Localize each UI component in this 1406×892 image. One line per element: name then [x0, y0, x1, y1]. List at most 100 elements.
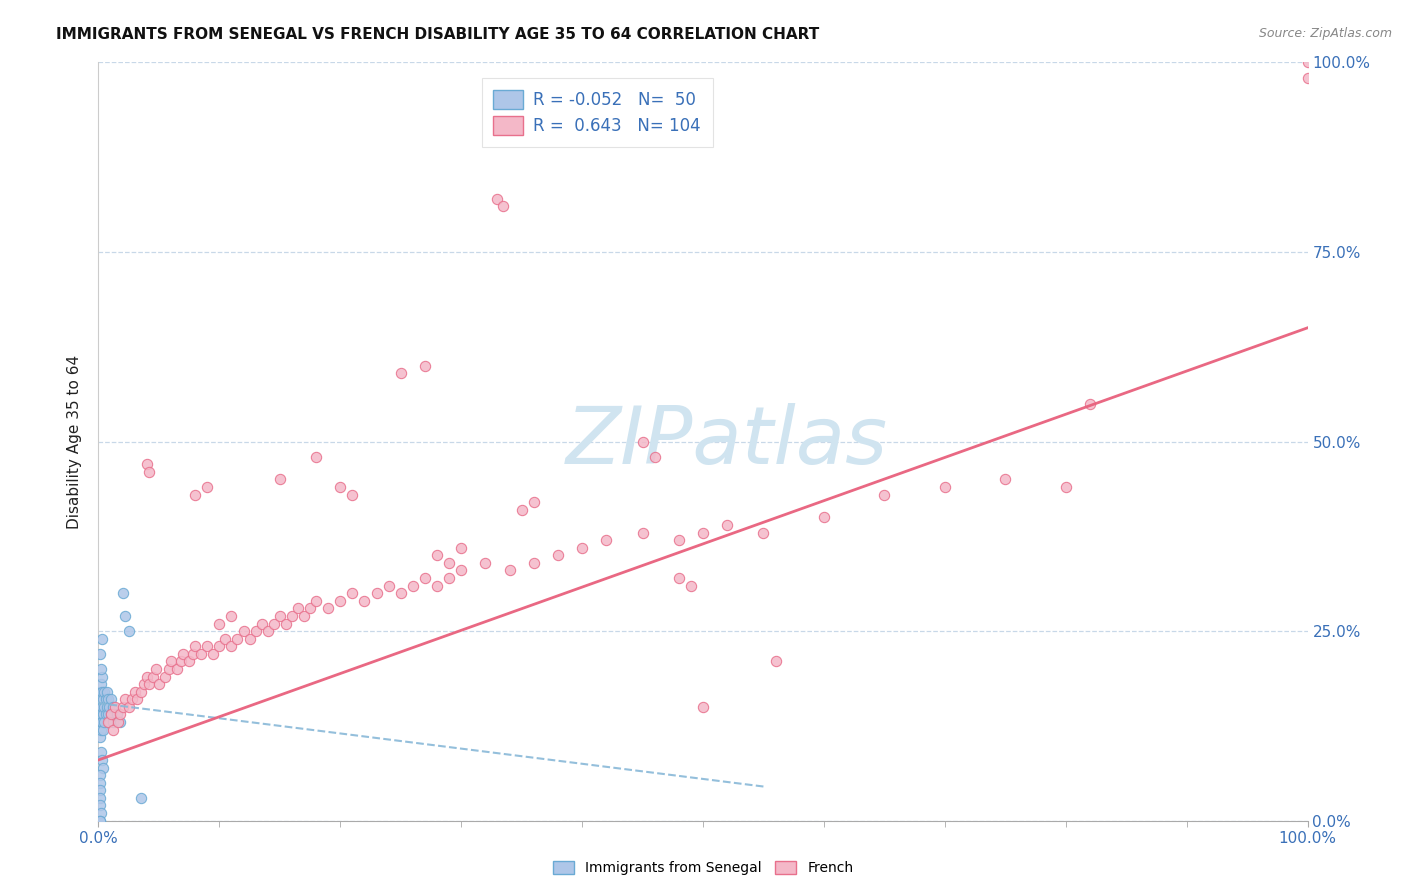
- Point: [413, 571, 436, 585]
- Point: [413, 359, 436, 373]
- Point: [89, 776, 111, 790]
- Point: [1078, 396, 1101, 410]
- Point: [232, 624, 254, 639]
- Point: [668, 533, 690, 548]
- Point: [124, 685, 146, 699]
- Point: [523, 495, 546, 509]
- Point: [402, 579, 425, 593]
- Point: [169, 655, 191, 669]
- Point: [129, 685, 152, 699]
- Point: [91, 723, 114, 737]
- Point: [631, 525, 654, 540]
- Point: [287, 601, 309, 615]
- Point: [111, 699, 134, 714]
- Point: [208, 616, 231, 631]
- Point: [91, 760, 114, 774]
- Point: [250, 616, 273, 631]
- Point: [377, 579, 399, 593]
- Point: [138, 465, 160, 479]
- Point: [221, 639, 243, 653]
- Point: [105, 707, 128, 722]
- Point: [118, 624, 141, 639]
- Point: [145, 662, 167, 676]
- Point: [107, 715, 129, 730]
- Point: [91, 715, 114, 730]
- Y-axis label: Disability Age 35 to 64: Disability Age 35 to 64: [67, 354, 83, 529]
- Point: [474, 556, 496, 570]
- Text: ZIPatlas: ZIPatlas: [567, 402, 889, 481]
- Point: [118, 699, 141, 714]
- Point: [190, 647, 212, 661]
- Point: [274, 616, 297, 631]
- Point: [994, 473, 1017, 487]
- Point: [93, 685, 115, 699]
- Point: [208, 639, 231, 653]
- Point: [89, 814, 111, 828]
- Point: [202, 647, 225, 661]
- Point: [89, 699, 111, 714]
- Point: [104, 699, 127, 714]
- Point: [96, 685, 118, 699]
- Point: [305, 594, 328, 608]
- Point: [114, 608, 136, 623]
- Point: [342, 586, 364, 600]
- Point: [221, 608, 243, 623]
- Point: [450, 564, 472, 578]
- Point: [752, 525, 775, 540]
- Point: [89, 715, 111, 730]
- Point: [692, 699, 714, 714]
- Legend: Immigrants from Senegal, French: Immigrants from Senegal, French: [547, 855, 859, 880]
- Point: [94, 707, 117, 722]
- Point: [138, 677, 160, 691]
- Point: [90, 746, 112, 760]
- Point: [89, 647, 111, 661]
- Point: [97, 715, 120, 730]
- Point: [1296, 55, 1319, 70]
- Point: [195, 480, 218, 494]
- Point: [97, 707, 120, 722]
- Point: [142, 669, 165, 683]
- Point: [90, 723, 112, 737]
- Point: [91, 753, 114, 767]
- Point: [101, 723, 124, 737]
- Point: [214, 632, 236, 646]
- Point: [679, 579, 702, 593]
- Point: [668, 571, 690, 585]
- Point: [342, 487, 364, 501]
- Point: [90, 677, 112, 691]
- Point: [195, 639, 218, 653]
- Point: [281, 608, 304, 623]
- Point: [89, 768, 111, 782]
- Point: [89, 798, 111, 813]
- Point: [148, 677, 170, 691]
- Point: [157, 662, 180, 676]
- Point: [98, 699, 121, 714]
- Point: [644, 450, 666, 464]
- Point: [263, 616, 285, 631]
- Point: [873, 487, 896, 501]
- Point: [184, 487, 207, 501]
- Point: [108, 707, 131, 722]
- Point: [91, 685, 114, 699]
- Point: [127, 692, 149, 706]
- Point: [692, 525, 714, 540]
- Point: [89, 791, 111, 805]
- Point: [245, 624, 267, 639]
- Point: [305, 450, 328, 464]
- Point: [135, 669, 157, 683]
- Point: [100, 707, 122, 722]
- Point: [97, 692, 120, 706]
- Point: [89, 783, 111, 797]
- Point: [486, 192, 509, 206]
- Point: [98, 715, 121, 730]
- Point: [101, 715, 124, 730]
- Point: [571, 541, 593, 555]
- Point: [91, 699, 114, 714]
- Text: IMMIGRANTS FROM SENEGAL VS FRENCH DISABILITY AGE 35 TO 64 CORRELATION CHART: IMMIGRANTS FROM SENEGAL VS FRENCH DISABI…: [56, 27, 820, 42]
- Point: [93, 715, 115, 730]
- Point: [160, 655, 183, 669]
- Point: [595, 533, 617, 548]
- Point: [96, 699, 118, 714]
- Point: [437, 556, 460, 570]
- Point: [166, 662, 188, 676]
